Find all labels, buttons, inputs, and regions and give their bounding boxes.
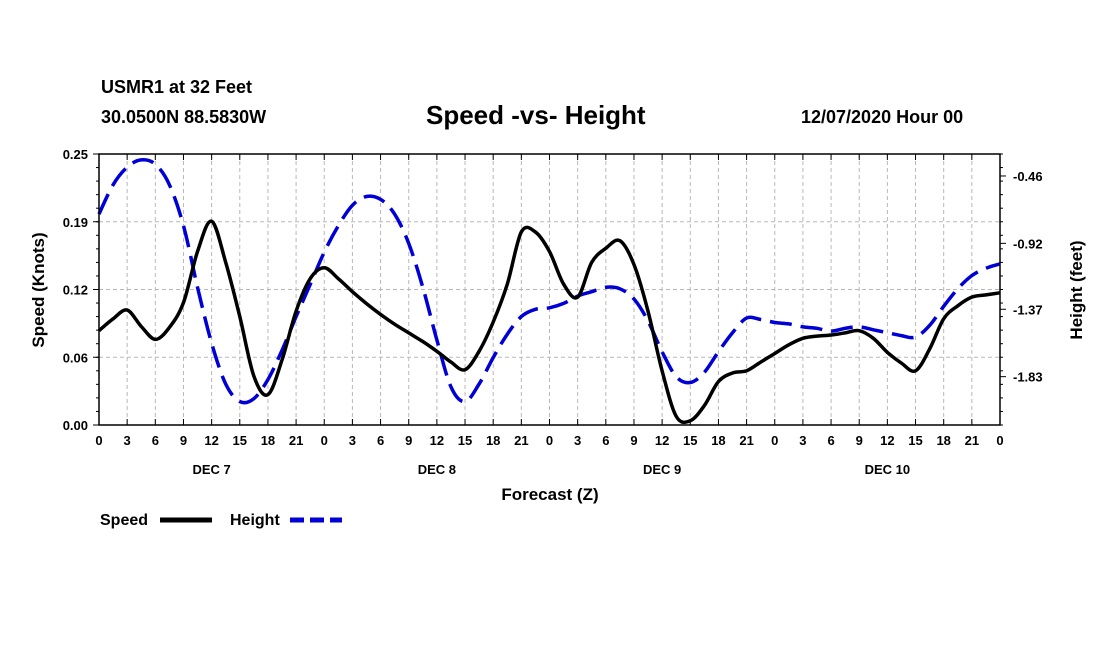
x-tick-label: 18 [261,433,275,448]
y-tick-label-right: -0.46 [1013,169,1043,184]
chart-title: Speed -vs- Height [426,100,646,130]
x-tick-label: 9 [180,433,187,448]
y-tick-label-left: 0.19 [63,215,88,230]
x-tick-label: 9 [405,433,412,448]
forecast-run-label: 12/07/2020 Hour 00 [801,107,964,127]
x-tick-label: 3 [349,433,356,448]
day-label: DEC 8 [418,462,456,477]
series-line-height [97,158,1001,405]
x-tick-label: 12 [204,433,218,448]
y-tick-label-right: -1.83 [1013,370,1043,385]
x-tick-label: 21 [289,433,303,448]
coordinates-label: 30.0500N 88.5830W [101,107,267,127]
day-label: DEC 7 [192,462,230,477]
x-tick-label: 21 [514,433,528,448]
y-tick-label-right: -1.37 [1013,302,1043,317]
x-tick-label: 12 [880,433,894,448]
x-tick-label: 0 [321,433,328,448]
x-tick-label: 12 [655,433,669,448]
x-tick-label: 21 [739,433,753,448]
x-tick-label: 3 [124,433,131,448]
x-tick-label: 21 [965,433,979,448]
x-tick-label: 0 [95,433,102,448]
x-tick-label: 6 [377,433,384,448]
x-tick-label: 9 [630,433,637,448]
x-axis-title: Forecast (Z) [501,485,598,504]
day-label: DEC 9 [643,462,681,477]
x-tick-label: 3 [574,433,581,448]
x-tick-label: 18 [936,433,950,448]
x-tick-label: 18 [486,433,500,448]
x-tick-label: 15 [908,433,922,448]
y-tick-label-left: 0.25 [63,147,88,162]
series-layer [97,158,1001,425]
day-label: DEC 10 [865,462,911,477]
y-tick-label-left: 0.06 [63,350,88,365]
legend: Speed Height [100,512,342,529]
x-tick-label: 9 [856,433,863,448]
station-label: USMR1 at 32 Feet [101,77,253,97]
x-tick-label: 6 [827,433,834,448]
y-axis-title-left: Speed (Knots) [29,232,48,347]
axis-titles: Forecast (Z) Speed (Knots) Height (feet) [29,232,1086,504]
y-tick-label-left: 0.12 [63,283,88,298]
x-tick-label: 15 [683,433,697,448]
x-tick-label: 0 [546,433,553,448]
x-tick-label: 15 [233,433,247,448]
y-tick-label-right: -0.92 [1013,236,1043,251]
x-tick-label: 12 [430,433,444,448]
y-axis-title-right: Height (feet) [1067,240,1086,339]
x-tick-label: 6 [152,433,159,448]
x-tick-label: 3 [799,433,806,448]
series-line-speed [97,219,1001,425]
axes-layer: 0 3 6 9 12 15 18 21 0 3 6 9 12 15 18 21 0 3 6 9 12 15 18 21 0 3 6 9… [63,147,1043,477]
x-tick-label: 0 [771,433,778,448]
y-tick-label-left: 0.00 [63,418,88,433]
legend-label-height: Height [230,512,280,529]
x-tick-label: 6 [602,433,609,448]
x-tick-label: 0 [996,433,1003,448]
x-tick-label: 18 [711,433,725,448]
legend-label-speed: Speed [100,512,148,529]
x-tick-label: 15 [458,433,472,448]
